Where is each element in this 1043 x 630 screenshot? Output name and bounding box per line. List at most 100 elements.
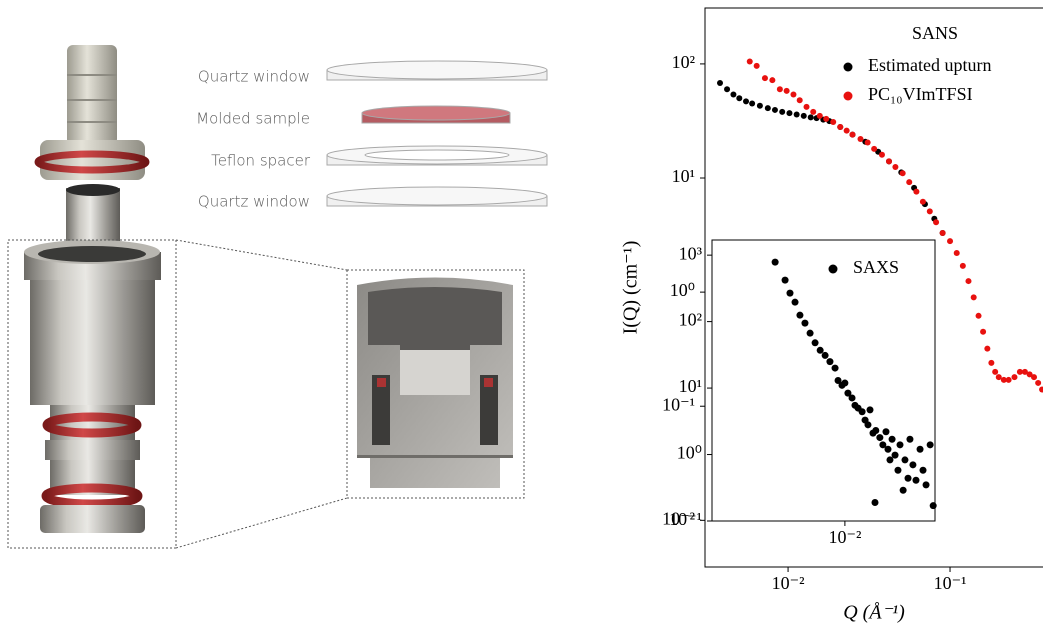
data-point — [1039, 386, 1043, 393]
zoom-boxes — [7, 239, 525, 549]
data-point — [872, 426, 880, 434]
data-point — [800, 112, 807, 119]
data-point — [857, 135, 864, 142]
data-point — [871, 145, 878, 152]
data-point — [843, 127, 850, 134]
data-point — [779, 108, 786, 115]
data-point — [781, 276, 789, 284]
data-point — [801, 319, 809, 327]
data-point — [879, 441, 887, 449]
data-point — [922, 481, 930, 489]
data-point — [783, 87, 790, 94]
data-point — [796, 311, 804, 319]
data-point — [970, 294, 977, 301]
y-tick-label: 10⁻¹ — [662, 394, 695, 414]
data-point — [743, 98, 750, 105]
data-point — [980, 328, 987, 335]
y-tick-label: 10² — [672, 52, 695, 72]
data-point — [764, 105, 771, 112]
data-point — [769, 77, 776, 84]
data-point — [919, 466, 927, 474]
data-point — [793, 111, 800, 118]
data-point — [826, 358, 834, 366]
data-point — [864, 139, 871, 146]
part-label: Quartz window — [198, 193, 310, 211]
data-point — [876, 434, 884, 442]
data-point — [965, 278, 972, 285]
disks — [326, 60, 548, 207]
data-point — [888, 435, 896, 443]
data-point — [830, 118, 837, 125]
x-axis-label: Q (Å⁻¹) — [843, 602, 905, 624]
x-tick-label: 10⁻² — [828, 527, 861, 547]
cross-section — [357, 277, 513, 488]
data-point — [844, 389, 852, 397]
data-point — [761, 75, 768, 82]
data-point — [1026, 371, 1033, 378]
data-point — [749, 100, 756, 107]
data-point — [926, 208, 933, 215]
data-point — [746, 58, 753, 65]
data-point — [807, 114, 814, 121]
data-point — [1031, 374, 1038, 381]
data-point — [901, 456, 909, 464]
data-point — [906, 435, 914, 443]
data-point — [926, 441, 934, 449]
data-point — [786, 110, 793, 117]
data-point — [756, 102, 763, 109]
data-point — [992, 368, 999, 375]
data-point — [953, 250, 960, 257]
data-point — [899, 486, 907, 494]
y-tick-label: 10² — [679, 310, 702, 330]
data-point — [1021, 368, 1028, 375]
y-tick-label: 10³ — [679, 243, 703, 263]
data-point — [894, 466, 902, 474]
data-point — [882, 428, 890, 436]
data-point — [837, 123, 844, 130]
data-point — [803, 103, 810, 110]
data-point — [841, 379, 849, 387]
part-label: Teflon spacer — [211, 152, 311, 170]
data-point — [916, 445, 924, 453]
y-tick-label: 10⁰ — [670, 280, 695, 300]
data-point — [834, 377, 842, 384]
x-tick-label: 10⁻² — [772, 573, 805, 593]
data-point — [912, 476, 920, 484]
data-point — [811, 339, 819, 347]
data-point — [899, 170, 906, 177]
data-point — [906, 179, 913, 186]
cell-drawing — [24, 45, 161, 533]
y-tick-label: 10¹ — [672, 166, 695, 186]
data-point — [884, 445, 892, 453]
data-point — [730, 91, 737, 98]
legend-marker — [843, 91, 853, 101]
data-point — [896, 441, 904, 449]
data-point — [858, 408, 866, 416]
y-tick-label: 10⁻² — [662, 508, 695, 528]
data-point — [724, 86, 731, 93]
data-point — [933, 219, 940, 226]
data-point — [1000, 376, 1007, 383]
y-tick-label: 10⁰ — [677, 443, 702, 463]
plot-area — [711, 239, 936, 522]
data-point — [866, 406, 874, 414]
data-point — [796, 97, 803, 104]
data-point — [871, 498, 879, 506]
data-point — [823, 115, 830, 122]
data-point — [849, 131, 856, 138]
legend-marker — [843, 62, 853, 72]
data-point — [821, 351, 829, 359]
part-label: Molded sample — [196, 110, 310, 128]
data-point — [791, 298, 799, 306]
data-point — [1005, 376, 1012, 383]
data-point — [904, 474, 912, 482]
data-point — [892, 163, 899, 170]
data-point — [929, 502, 937, 510]
data-point — [717, 80, 724, 87]
x-tick-label: 10⁻¹ — [934, 573, 967, 593]
data-point — [947, 238, 954, 245]
data-point — [1016, 368, 1023, 375]
data-point — [975, 312, 982, 319]
